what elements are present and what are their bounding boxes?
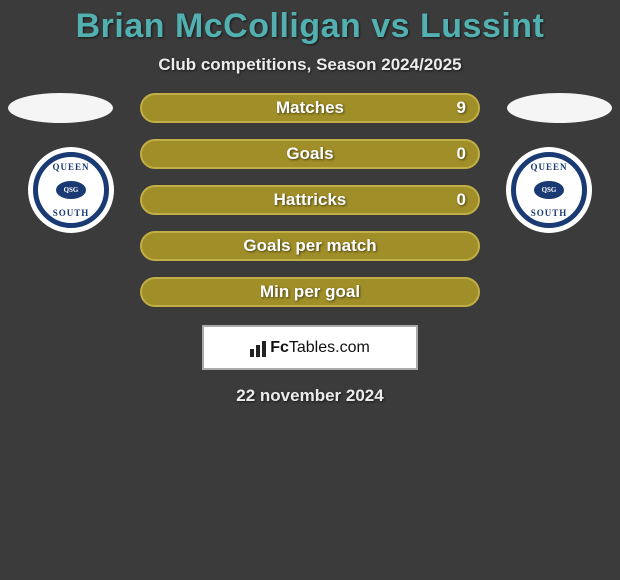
crest-text-bottom: SOUTH	[531, 208, 568, 218]
stat-bar-goals: Goals 0	[140, 139, 480, 169]
stat-label: Goals	[286, 144, 333, 164]
crest-text-top: QUEEN	[530, 162, 567, 172]
banner-prefix: Fc	[270, 339, 289, 356]
stat-value-right: 0	[457, 144, 466, 164]
crest-text-bottom: SOUTH	[53, 208, 90, 218]
crest-ring: QUEEN QSG SOUTH	[33, 152, 109, 228]
comparison-infographic: Brian McColligan vs Lussint Club competi…	[0, 0, 620, 406]
crest-ring: QUEEN QSG SOUTH	[511, 152, 587, 228]
stat-bar-matches: Matches 9	[140, 93, 480, 123]
fctables-banner: FcTables.com	[202, 325, 418, 370]
stat-label: Hattricks	[274, 190, 347, 210]
stat-value-right: 0	[457, 190, 466, 210]
crest-center: QSG	[56, 181, 86, 199]
banner-suffix: Tables.com	[289, 339, 370, 356]
page-title: Brian McColligan vs Lussint	[0, 8, 620, 45]
crest-text-top: QUEEN	[52, 162, 89, 172]
club-crest-left: QUEEN QSG SOUTH	[28, 147, 114, 233]
stat-value-right: 9	[457, 98, 466, 118]
date-line: 22 november 2024	[0, 386, 620, 406]
stat-bar-min-per-goal: Min per goal	[140, 277, 480, 307]
stat-label: Min per goal	[260, 282, 360, 302]
banner-text: FcTables.com	[270, 339, 370, 357]
chart-icon	[250, 339, 266, 357]
stat-bar-hattricks: Hattricks 0	[140, 185, 480, 215]
club-crest-right: QUEEN QSG SOUTH	[506, 147, 592, 233]
stat-label: Goals per match	[243, 236, 376, 256]
comparison-area: QUEEN QSG SOUTH QUEEN QSG SOUTH Matches …	[0, 93, 620, 307]
stat-label: Matches	[276, 98, 344, 118]
stat-bar-goals-per-match: Goals per match	[140, 231, 480, 261]
subtitle: Club competitions, Season 2024/2025	[0, 55, 620, 75]
crest-center: QSG	[534, 181, 564, 199]
